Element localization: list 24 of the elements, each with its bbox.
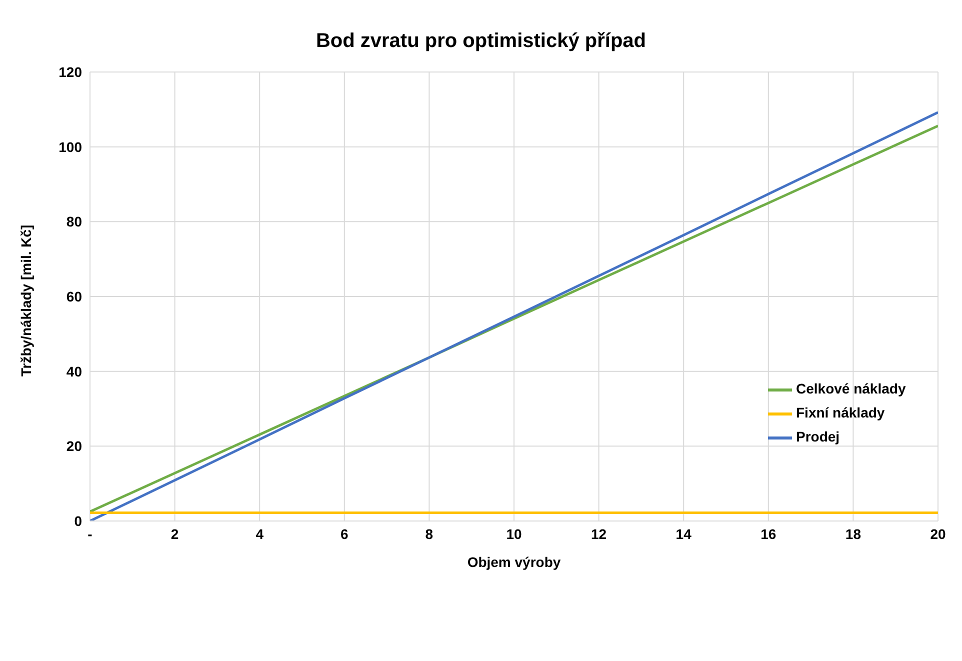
y-tick-label: 0 <box>74 512 82 529</box>
y-tick-label: 60 <box>66 288 82 304</box>
legend-label: Prodej <box>796 428 840 445</box>
x-tick-label: 2 <box>170 526 179 542</box>
x-tick-label: 6 <box>340 526 348 542</box>
x-tick-label: 20 <box>930 526 946 542</box>
legend-label: Celkové náklady <box>796 380 906 397</box>
x-tick-label: 16 <box>760 526 776 542</box>
legend-label: Fixní náklady <box>796 404 885 421</box>
y-tick-label: 80 <box>66 214 82 230</box>
chart-title: Bod zvratu pro optimistický případ <box>314 30 648 53</box>
x-tick-label: 4 <box>256 526 264 542</box>
x-tick-label: 8 <box>425 526 434 542</box>
y-tick-label: 120 <box>58 64 82 80</box>
y-axis-title: Tržby/náklady [mil. Kč] <box>18 224 34 376</box>
x-axis-title: Objem výroby <box>467 554 561 570</box>
x-tick-label: 10 <box>506 526 522 542</box>
y-tick-label: 20 <box>66 438 82 454</box>
y-tick-label: 100 <box>58 138 82 155</box>
x-tick-label: 14 <box>676 526 692 542</box>
x-tick-label: - <box>88 526 93 542</box>
y-tick-label: 40 <box>66 363 82 380</box>
x-tick-label: 12 <box>591 526 607 542</box>
x-tick-label: 18 <box>845 526 862 542</box>
